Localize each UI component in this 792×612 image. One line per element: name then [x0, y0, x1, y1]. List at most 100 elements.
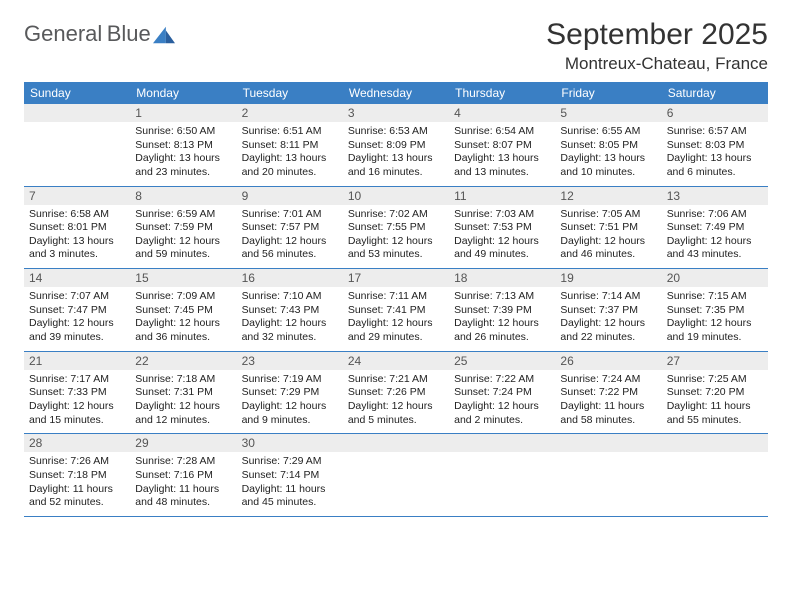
day-number: 29: [130, 434, 236, 452]
day-details: Sunrise: 6:54 AMSunset: 8:07 PMDaylight:…: [449, 122, 555, 186]
day-details: Sunrise: 7:19 AMSunset: 7:29 PMDaylight:…: [237, 370, 343, 434]
day-number: 19: [555, 269, 661, 287]
calendar-table: SundayMondayTuesdayWednesdayThursdayFrid…: [24, 82, 768, 517]
day-number: 16: [237, 269, 343, 287]
calendar-cell: 28Sunrise: 7:26 AMSunset: 7:18 PMDayligh…: [24, 434, 130, 517]
day-number: 9: [237, 187, 343, 205]
day-details: Sunrise: 7:14 AMSunset: 7:37 PMDaylight:…: [555, 287, 661, 351]
calendar-cell: 20Sunrise: 7:15 AMSunset: 7:35 PMDayligh…: [662, 269, 768, 352]
day-number: 28: [24, 434, 130, 452]
calendar-body: 1Sunrise: 6:50 AMSunset: 8:13 PMDaylight…: [24, 104, 768, 516]
weekday-header: Wednesday: [343, 82, 449, 104]
day-details: Sunrise: 7:03 AMSunset: 7:53 PMDaylight:…: [449, 205, 555, 269]
day-details: Sunrise: 6:57 AMSunset: 8:03 PMDaylight:…: [662, 122, 768, 186]
title-block: September 2025 Montreux-Chateau, France: [546, 18, 768, 74]
calendar-cell: 16Sunrise: 7:10 AMSunset: 7:43 PMDayligh…: [237, 269, 343, 352]
calendar-cell: 25Sunrise: 7:22 AMSunset: 7:24 PMDayligh…: [449, 351, 555, 434]
weekday-header: Saturday: [662, 82, 768, 104]
day-number: 26: [555, 352, 661, 370]
calendar-cell: 13Sunrise: 7:06 AMSunset: 7:49 PMDayligh…: [662, 186, 768, 269]
day-number: 14: [24, 269, 130, 287]
calendar-cell: 17Sunrise: 7:11 AMSunset: 7:41 PMDayligh…: [343, 269, 449, 352]
day-details: Sunrise: 7:07 AMSunset: 7:47 PMDaylight:…: [24, 287, 130, 351]
calendar-cell-empty: [662, 434, 768, 517]
calendar-cell: 26Sunrise: 7:24 AMSunset: 7:22 PMDayligh…: [555, 351, 661, 434]
logo-text-line1: General: [24, 21, 102, 46]
day-details: Sunrise: 7:22 AMSunset: 7:24 PMDaylight:…: [449, 370, 555, 434]
calendar-cell: 1Sunrise: 6:50 AMSunset: 8:13 PMDaylight…: [130, 104, 236, 186]
day-details: Sunrise: 6:59 AMSunset: 7:59 PMDaylight:…: [130, 205, 236, 269]
day-number: 20: [662, 269, 768, 287]
day-number: 18: [449, 269, 555, 287]
logo-text-line2: Blue: [107, 21, 151, 46]
day-number: 3: [343, 104, 449, 122]
month-title: September 2025: [546, 18, 768, 52]
day-number: 12: [555, 187, 661, 205]
weekday-header: Tuesday: [237, 82, 343, 104]
calendar-cell-empty: [24, 104, 130, 186]
weekday-header: Friday: [555, 82, 661, 104]
calendar-cell: 29Sunrise: 7:28 AMSunset: 7:16 PMDayligh…: [130, 434, 236, 517]
day-details: Sunrise: 7:17 AMSunset: 7:33 PMDaylight:…: [24, 370, 130, 434]
calendar-cell: 7Sunrise: 6:58 AMSunset: 8:01 PMDaylight…: [24, 186, 130, 269]
day-number: 13: [662, 187, 768, 205]
calendar-cell: 15Sunrise: 7:09 AMSunset: 7:45 PMDayligh…: [130, 269, 236, 352]
day-details: Sunrise: 6:53 AMSunset: 8:09 PMDaylight:…: [343, 122, 449, 186]
calendar-cell: 23Sunrise: 7:19 AMSunset: 7:29 PMDayligh…: [237, 351, 343, 434]
calendar-week-row: 14Sunrise: 7:07 AMSunset: 7:47 PMDayligh…: [24, 269, 768, 352]
weekday-header: Thursday: [449, 82, 555, 104]
day-number: 7: [24, 187, 130, 205]
day-number: 25: [449, 352, 555, 370]
day-details: Sunrise: 7:06 AMSunset: 7:49 PMDaylight:…: [662, 205, 768, 269]
day-number: 23: [237, 352, 343, 370]
calendar-week-row: 7Sunrise: 6:58 AMSunset: 8:01 PMDaylight…: [24, 186, 768, 269]
logo: General Blue: [24, 18, 175, 46]
location: Montreux-Chateau, France: [546, 54, 768, 74]
calendar-cell: 21Sunrise: 7:17 AMSunset: 7:33 PMDayligh…: [24, 351, 130, 434]
calendar-cell: 5Sunrise: 6:55 AMSunset: 8:05 PMDaylight…: [555, 104, 661, 186]
day-number: 4: [449, 104, 555, 122]
day-details: Sunrise: 7:15 AMSunset: 7:35 PMDaylight:…: [662, 287, 768, 351]
weekday-header: Sunday: [24, 82, 130, 104]
day-details: Sunrise: 7:05 AMSunset: 7:51 PMDaylight:…: [555, 205, 661, 269]
calendar-cell: 4Sunrise: 6:54 AMSunset: 8:07 PMDaylight…: [449, 104, 555, 186]
header: General Blue September 2025 Montreux-Cha…: [24, 18, 768, 74]
day-number: 15: [130, 269, 236, 287]
day-number: 1: [130, 104, 236, 122]
day-number: 24: [343, 352, 449, 370]
calendar-cell: 9Sunrise: 7:01 AMSunset: 7:57 PMDaylight…: [237, 186, 343, 269]
day-details: Sunrise: 7:21 AMSunset: 7:26 PMDaylight:…: [343, 370, 449, 434]
weekday-header: Monday: [130, 82, 236, 104]
day-details: Sunrise: 7:24 AMSunset: 7:22 PMDaylight:…: [555, 370, 661, 434]
day-number: 10: [343, 187, 449, 205]
day-number: 6: [662, 104, 768, 122]
calendar-cell: 27Sunrise: 7:25 AMSunset: 7:20 PMDayligh…: [662, 351, 768, 434]
calendar-cell: 3Sunrise: 6:53 AMSunset: 8:09 PMDaylight…: [343, 104, 449, 186]
day-number: 8: [130, 187, 236, 205]
day-details: Sunrise: 7:02 AMSunset: 7:55 PMDaylight:…: [343, 205, 449, 269]
calendar-cell: 18Sunrise: 7:13 AMSunset: 7:39 PMDayligh…: [449, 269, 555, 352]
calendar-cell-empty: [343, 434, 449, 517]
calendar-cell-empty: [555, 434, 661, 517]
day-number: 17: [343, 269, 449, 287]
day-details: Sunrise: 6:58 AMSunset: 8:01 PMDaylight:…: [24, 205, 130, 269]
calendar-cell: 12Sunrise: 7:05 AMSunset: 7:51 PMDayligh…: [555, 186, 661, 269]
day-details: Sunrise: 6:55 AMSunset: 8:05 PMDaylight:…: [555, 122, 661, 186]
day-details: Sunrise: 6:51 AMSunset: 8:11 PMDaylight:…: [237, 122, 343, 186]
day-number: 5: [555, 104, 661, 122]
day-details: Sunrise: 7:29 AMSunset: 7:14 PMDaylight:…: [237, 452, 343, 516]
day-number: 30: [237, 434, 343, 452]
calendar-cell: 10Sunrise: 7:02 AMSunset: 7:55 PMDayligh…: [343, 186, 449, 269]
day-details: Sunrise: 7:13 AMSunset: 7:39 PMDaylight:…: [449, 287, 555, 351]
calendar-cell: 14Sunrise: 7:07 AMSunset: 7:47 PMDayligh…: [24, 269, 130, 352]
day-details: Sunrise: 7:10 AMSunset: 7:43 PMDaylight:…: [237, 287, 343, 351]
day-details: Sunrise: 7:28 AMSunset: 7:16 PMDaylight:…: [130, 452, 236, 516]
day-number: 21: [24, 352, 130, 370]
day-details: Sunrise: 7:09 AMSunset: 7:45 PMDaylight:…: [130, 287, 236, 351]
day-details: Sunrise: 6:50 AMSunset: 8:13 PMDaylight:…: [130, 122, 236, 186]
day-number: 2: [237, 104, 343, 122]
calendar-cell: 24Sunrise: 7:21 AMSunset: 7:26 PMDayligh…: [343, 351, 449, 434]
calendar-week-row: 1Sunrise: 6:50 AMSunset: 8:13 PMDaylight…: [24, 104, 768, 186]
calendar-cell: 8Sunrise: 6:59 AMSunset: 7:59 PMDaylight…: [130, 186, 236, 269]
calendar-cell: 30Sunrise: 7:29 AMSunset: 7:14 PMDayligh…: [237, 434, 343, 517]
